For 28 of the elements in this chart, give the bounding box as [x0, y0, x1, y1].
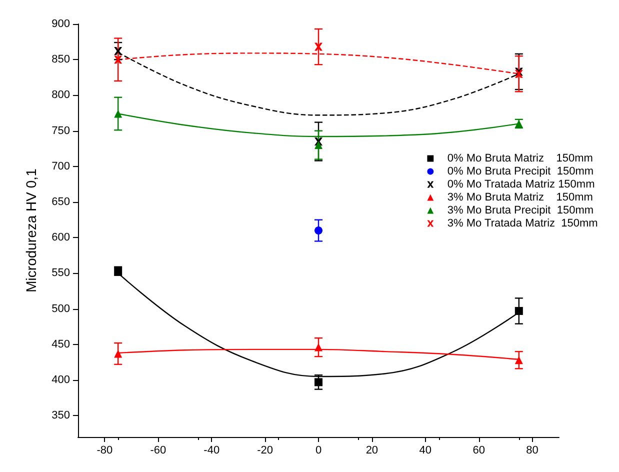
- y-tick-label: 700: [52, 160, 70, 172]
- x-tick-label: -60: [150, 444, 166, 456]
- legend-label: 3% Mo Bruta Precipit 150mm: [447, 204, 594, 216]
- legend-label: 0% Mo Bruta Precipit 150mm: [447, 166, 594, 178]
- legend-label: 3% Mo Bruta Matriz 150mm: [447, 192, 593, 204]
- y-tick-label: 450: [52, 338, 70, 350]
- y-tick-label: 600: [52, 232, 70, 244]
- x-tick-label: 20: [366, 444, 378, 456]
- y-axis-title: Microdureza HV 0,1: [23, 168, 39, 292]
- y-tick-label: 800: [52, 89, 70, 102]
- y-tick-label: 750: [52, 124, 70, 137]
- x-tick-label: 0: [315, 444, 322, 456]
- x-tick-label: 60: [472, 444, 485, 456]
- x-tick-label: 40: [419, 444, 432, 456]
- legend-label: 3% Mo Tratada Matriz 150mm: [447, 218, 598, 230]
- y-tick-label: 400: [52, 374, 70, 386]
- legend-label: 0% Mo Tratada Matriz 150mm: [447, 178, 595, 190]
- y-tick-label: 550: [52, 267, 70, 280]
- x-tick-label: 80: [526, 444, 538, 456]
- y-tick-label: 900: [52, 18, 70, 30]
- x-tick-label: -40: [204, 444, 220, 456]
- y-tick-label: 850: [52, 54, 70, 66]
- x-tick-label: -20: [257, 444, 274, 456]
- y-tick-label: 350: [52, 410, 70, 422]
- y-tick-label: 650: [52, 196, 70, 208]
- x-tick-label: -80: [96, 444, 113, 456]
- legend-label: 0% Mo Bruta Matriz 150mm: [447, 152, 593, 164]
- y-tick-label: 500: [52, 302, 70, 315]
